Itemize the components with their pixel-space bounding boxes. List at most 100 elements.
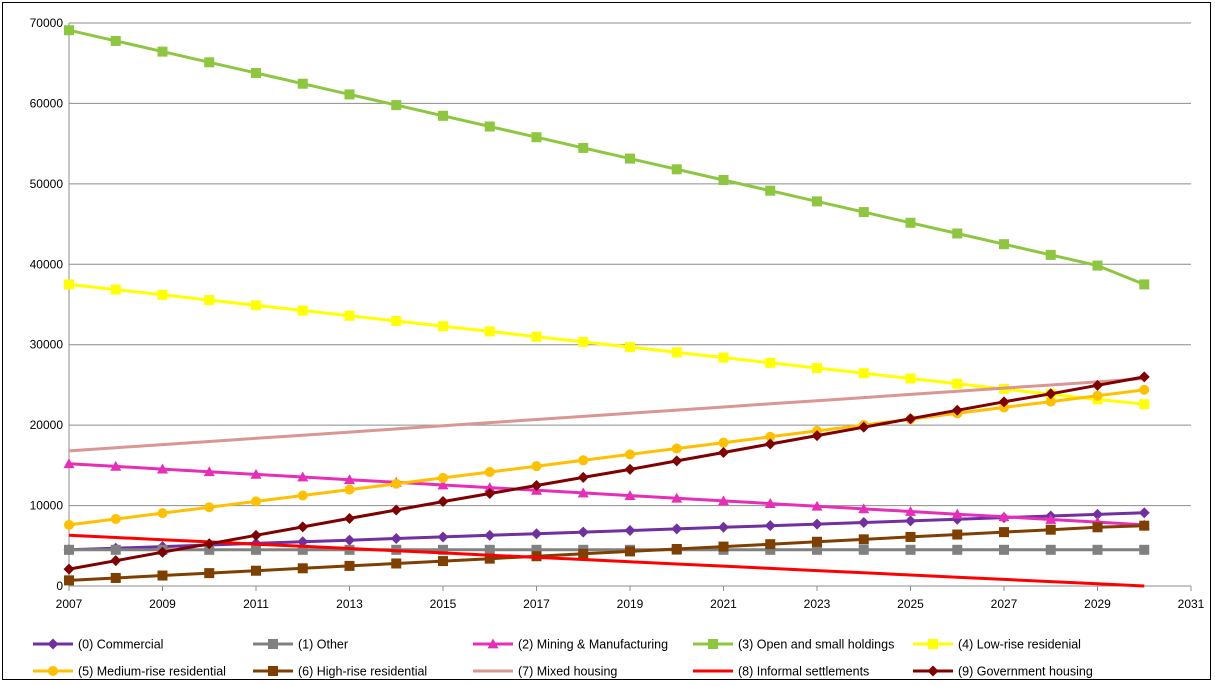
data-point — [624, 490, 636, 500]
data-point — [391, 478, 402, 489]
data-point — [718, 541, 729, 552]
data-point — [64, 519, 74, 530]
data-point — [1092, 390, 1103, 401]
series-7-mixed-housing — [68, 377, 1145, 453]
legend-label: (2) Mining & Manufacturing — [518, 638, 668, 652]
data-point — [718, 495, 729, 506]
data-point — [1045, 544, 1056, 555]
data-point — [344, 534, 355, 546]
data-point — [64, 279, 74, 290]
data-point — [671, 347, 682, 358]
data-point — [952, 529, 963, 540]
data-point — [625, 449, 635, 460]
legend-item-7-mixed-housing: (7) Mixed housing — [473, 665, 617, 679]
data-point — [1092, 508, 1103, 520]
data-point — [251, 544, 261, 555]
data-point — [110, 460, 122, 471]
data-point — [718, 446, 729, 458]
data-point — [1092, 522, 1103, 533]
series-4-low-rise-residenial — [64, 279, 1150, 410]
data-point — [63, 563, 75, 575]
data-point — [484, 467, 495, 478]
data-point — [578, 455, 589, 466]
data-point — [671, 443, 682, 454]
legend-label: (4) Low-rise residenial — [958, 638, 1081, 652]
data-point — [905, 373, 916, 384]
legend-swatch-marker — [708, 639, 718, 649]
data-point — [858, 534, 869, 545]
x-tick-label: 2029 — [1084, 597, 1111, 611]
data-point — [531, 544, 542, 555]
data-point — [624, 525, 636, 537]
data-point — [157, 289, 168, 300]
data-point — [1139, 399, 1150, 410]
data-point — [297, 544, 308, 555]
legend-swatch-marker — [47, 638, 59, 650]
series-line — [68, 375, 1145, 571]
data-point — [204, 544, 215, 555]
data-point — [297, 78, 308, 89]
data-point — [251, 300, 261, 311]
data-point — [1045, 396, 1056, 407]
legend-item-3-open-and-small-holdings: (3) Open and small holdings — [693, 638, 894, 652]
legend-label: (8) Informal settlements — [738, 665, 869, 679]
data-point — [344, 89, 355, 100]
data-point — [952, 228, 963, 239]
legend-item-6-high-rise-residential: (6) High-rise residential — [253, 665, 427, 679]
data-point — [157, 463, 168, 474]
data-point — [110, 514, 121, 525]
data-point — [1092, 379, 1103, 391]
data-point — [905, 544, 916, 555]
data-point — [858, 503, 870, 514]
data-point — [998, 511, 1010, 522]
x-tick-label: 2021 — [710, 597, 737, 611]
x-tick-label: 2015 — [430, 597, 457, 611]
x-tick-label: 2019 — [617, 597, 644, 611]
data-point — [437, 531, 449, 543]
data-point — [297, 471, 309, 482]
data-point — [764, 520, 776, 532]
data-point — [344, 474, 355, 485]
data-point — [951, 508, 963, 519]
legend-label: (1) Other — [298, 638, 348, 652]
data-point — [110, 572, 121, 583]
data-point — [297, 536, 309, 548]
data-point — [438, 556, 448, 567]
data-point — [812, 196, 822, 207]
y-tick-label: 50000 — [30, 177, 64, 191]
data-point — [999, 527, 1009, 538]
grid-lines — [69, 22, 1191, 507]
data-point — [858, 368, 869, 379]
data-point — [391, 100, 402, 111]
legend-item-0-commercial: (0) Commercial — [33, 638, 163, 652]
data-point — [1045, 524, 1056, 535]
series-line — [68, 282, 1145, 406]
y-tick-label: 20000 — [30, 418, 64, 432]
data-point — [765, 544, 776, 555]
data-point — [1045, 513, 1057, 524]
x-tick-label: 2013 — [336, 597, 363, 611]
data-point — [484, 544, 495, 555]
data-point — [671, 492, 683, 503]
data-point — [63, 458, 75, 469]
x-tick-label: 2017 — [523, 597, 550, 611]
series-line — [68, 462, 1145, 527]
data-point — [671, 164, 682, 175]
series-3-open-and-small-holdings — [64, 25, 1150, 290]
x-tick-label: 2011 — [243, 597, 269, 611]
data-point — [625, 153, 635, 164]
data-point — [344, 560, 355, 571]
data-point — [718, 437, 729, 448]
data-point — [951, 513, 963, 525]
line-chart: 0 10000 20000 30000 40000 50000 60000 70000 2007… — [30, 16, 1205, 679]
data-point — [484, 326, 495, 337]
data-point — [438, 110, 448, 121]
data-point — [858, 516, 870, 528]
data-point — [251, 496, 261, 507]
series-8-informal-settlements — [68, 533, 1145, 588]
data-point — [951, 404, 963, 416]
data-point — [297, 490, 308, 501]
data-point — [999, 402, 1009, 413]
data-point — [531, 528, 542, 540]
data-point — [625, 546, 635, 557]
